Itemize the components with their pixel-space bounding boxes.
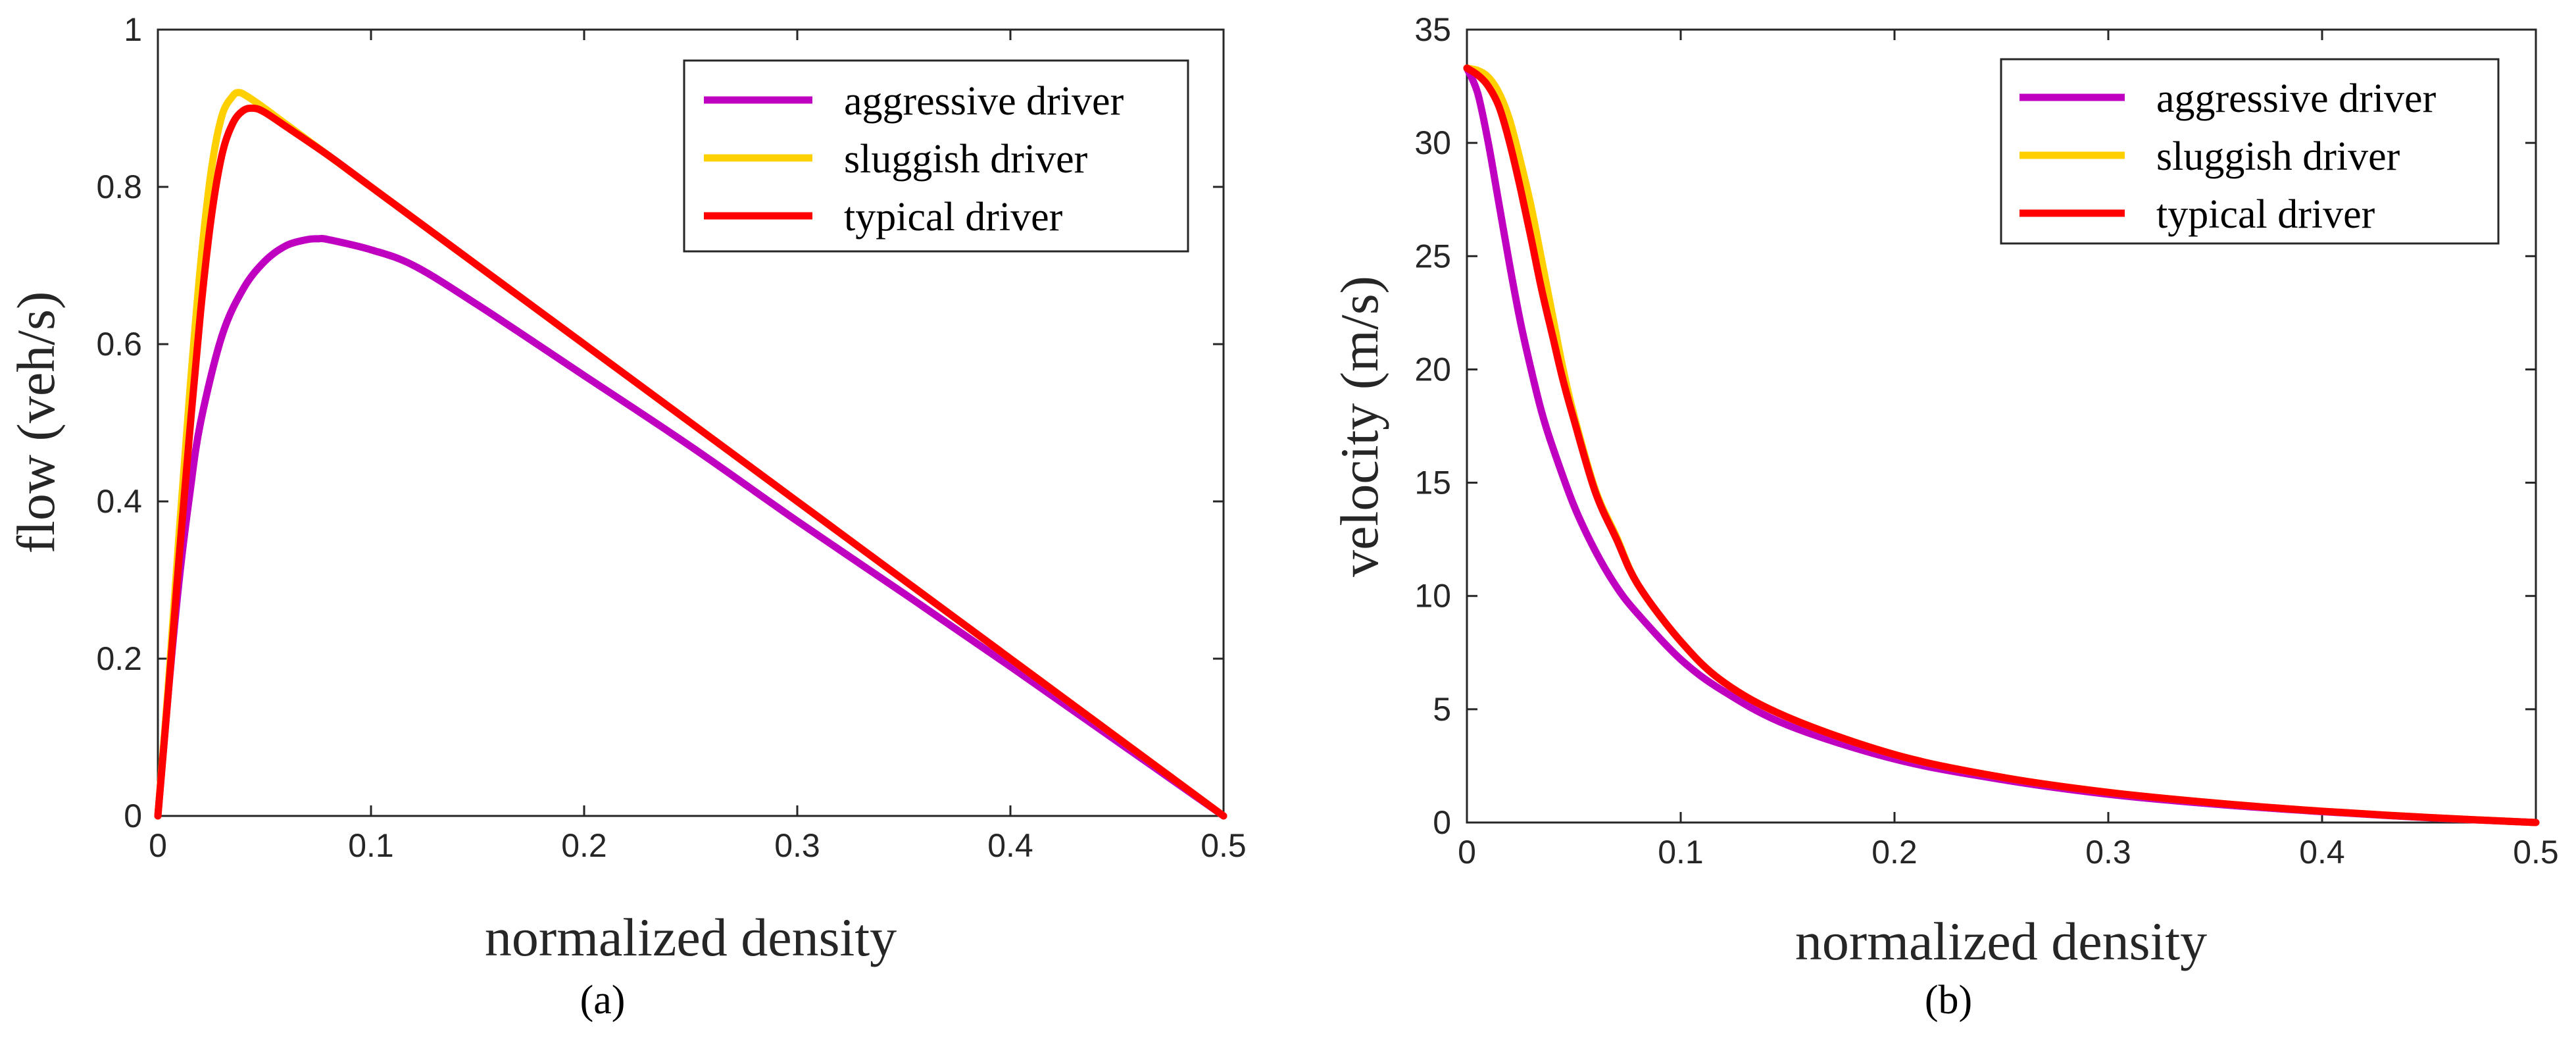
panel-b-y-axis-label: velocity (m/s) bbox=[1329, 276, 1389, 577]
panel-a-legend-label-aggressive: aggressive driver bbox=[844, 79, 1124, 124]
panel-b-legend-label-sluggish: sluggish driver bbox=[2156, 134, 2400, 179]
panel-b-curves bbox=[1463, 64, 2540, 826]
panel-b-x-tick-label-5: 0.5 bbox=[2513, 834, 2559, 871]
panel-a-x-tick-label-5: 0.5 bbox=[1201, 827, 1247, 864]
panel-a-flow-density: 0 0.1 0.2 0.3 0.4 0.5 0 0.2 0.4 0.6 0.8 1 normalize… bbox=[6, 11, 1247, 1023]
panel-b-legend: aggressive driver sluggish driver typica… bbox=[2000, 58, 2500, 245]
panel-a-x-tick-label-1: 0.1 bbox=[348, 827, 394, 864]
panel-a-y-tick-label-4: 0.8 bbox=[96, 168, 142, 205]
panel-a-y-tick-label-1: 0.2 bbox=[96, 640, 142, 677]
panel-a-series-line-aggressive bbox=[154, 234, 1227, 820]
panel-b-axes-frame bbox=[1466, 28, 2537, 824]
panel-a-axes-frame bbox=[157, 28, 1225, 817]
panel-b-x-tick-label-3: 0.3 bbox=[2085, 834, 2131, 871]
panel-b-legend-label-typical: typical driver bbox=[2156, 192, 2375, 237]
panel-a-x-tick-label-4: 0.4 bbox=[987, 827, 1033, 864]
panel-a-y-tick-label-5: 1 bbox=[124, 11, 142, 48]
panel-b-y-tick-label-6: 30 bbox=[1414, 124, 1451, 161]
panel-b-caption-label: (b) bbox=[1925, 978, 1972, 1023]
panel-a-x-tick-label-0: 0 bbox=[149, 827, 167, 864]
panel-b-y-tick-label-3: 15 bbox=[1414, 465, 1451, 501]
panel-a-curves bbox=[154, 89, 1227, 820]
panel-a-ticks: 0 0.1 0.2 0.3 0.4 0.5 0 0.2 0.4 0.6 0.8 1 bbox=[96, 11, 1246, 864]
panel-a-legend-label-sluggish: sluggish driver bbox=[844, 137, 1088, 182]
panel-b-y-tick-label-1: 5 bbox=[1433, 691, 1451, 728]
panel-b-x-axis-label: normalized density bbox=[1795, 911, 2207, 971]
panel-a-y-tick-label-2: 0.4 bbox=[96, 483, 142, 520]
panel-b-series-line-typical bbox=[1463, 64, 2540, 826]
panel-b-y-tick-label-2: 10 bbox=[1414, 578, 1451, 615]
panel-b-y-tick-label-5: 25 bbox=[1414, 238, 1451, 274]
panel-a-y-tick-label-3: 0.6 bbox=[96, 326, 142, 363]
panel-b-velocity-density: 0 0.1 0.2 0.3 0.4 0.5 0 5 10 15 20 25 30 35 normalize… bbox=[1329, 11, 2559, 1023]
panel-b-x-tick-label-0: 0 bbox=[1458, 834, 1476, 871]
panel-b-x-tick-label-1: 0.1 bbox=[1658, 834, 1704, 871]
panel-a-legend-label-typical: typical driver bbox=[844, 195, 1063, 240]
panel-b-ticks: 0 0.1 0.2 0.3 0.4 0.5 0 5 10 15 20 25 30 35 bbox=[1414, 11, 2558, 871]
panel-b-y-tick-label-7: 35 bbox=[1414, 11, 1451, 48]
panel-a-series-line-typical bbox=[154, 104, 1227, 820]
panel-a-caption-label: (a) bbox=[580, 978, 626, 1023]
panel-a-x-axis-label: normalized density bbox=[485, 907, 897, 967]
panel-a-y-axis-label: flow (veh/s) bbox=[6, 291, 66, 554]
panel-a-y-tick-label-0: 0 bbox=[124, 798, 142, 834]
panel-b-y-tick-label-0: 0 bbox=[1433, 804, 1451, 841]
panel-a-x-tick-label-2: 0.2 bbox=[561, 827, 607, 864]
panel-b-y-tick-label-4: 20 bbox=[1414, 351, 1451, 388]
panel-a-x-tick-label-3: 0.3 bbox=[774, 827, 820, 864]
panel-b-x-tick-label-4: 0.4 bbox=[2299, 834, 2345, 871]
panel-a-legend: aggressive driver sluggish driver typica… bbox=[683, 59, 1189, 253]
panel-b-legend-label-aggressive: aggressive driver bbox=[2156, 76, 2437, 121]
panel-b-x-tick-label-2: 0.2 bbox=[1871, 834, 1918, 871]
